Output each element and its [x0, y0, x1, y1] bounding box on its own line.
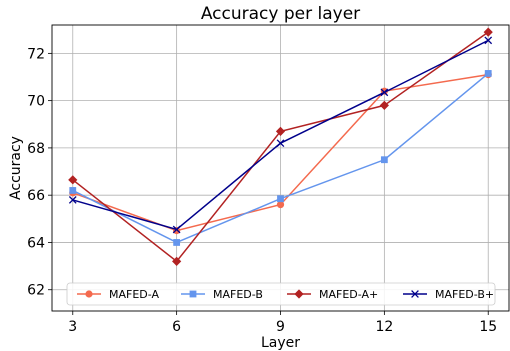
x-marker-stroke	[172, 225, 181, 234]
data-point-mafed-a-plus	[275, 126, 286, 136]
legend-label: MAFED-A	[109, 288, 159, 301]
data-point-mafed-a-plus	[172, 256, 182, 266]
data-point-mafed-b	[380, 156, 388, 164]
x-marker-stroke	[276, 139, 285, 148]
chart-title: Accuracy per layer	[201, 4, 360, 24]
x-tick-label: 3	[68, 319, 77, 335]
data-point-mafed-b	[484, 70, 492, 77]
legend-label: MAFED-B	[213, 288, 263, 301]
legend-item-mafed-b-plus: MAFED-B+	[403, 288, 494, 301]
legend-marker	[294, 289, 304, 299]
data-point-mafed-b-plus	[172, 225, 181, 234]
legend-marker	[85, 290, 93, 298]
x-marker-stroke	[484, 36, 493, 45]
data-point-mafed-b-plus	[68, 196, 77, 204]
data-point-mafed-b-plus	[380, 88, 389, 97]
data-point-mafed-a-plus	[68, 175, 78, 185]
series-layer	[68, 27, 493, 266]
legend-item-mafed-b: MAFED-B	[181, 288, 263, 301]
x-tick-label: 15	[479, 319, 497, 335]
data-point-mafed-b-plus	[276, 139, 285, 148]
legend-marker	[189, 290, 197, 298]
y-tick-label: 68	[27, 141, 45, 157]
legend-item-mafed-a-plus: MAFED-A+	[287, 288, 378, 301]
series-mafed-a-plus	[68, 27, 493, 266]
data-point-mafed-a-plus	[379, 100, 389, 110]
x-marker-stroke	[380, 88, 389, 97]
data-point-mafed-b-plus	[484, 36, 493, 45]
x-tick-label: 6	[172, 319, 181, 335]
y-tick-label: 62	[27, 283, 45, 299]
data-point-mafed-a-plus	[483, 27, 493, 37]
legend-marker	[411, 290, 419, 298]
data-point-mafed-b	[173, 239, 181, 246]
x-tick-label: 9	[276, 319, 285, 335]
y-tick-label: 64	[27, 235, 45, 251]
y-tick-label: 70	[27, 94, 45, 110]
y-axis-label: Accuracy	[8, 136, 24, 200]
legend: MAFED-A MAFED-B MAFED-A+ MAFED-B+	[66, 282, 496, 306]
axes: 3 6 9 12 15 62 64 66 68 70 72	[27, 46, 497, 335]
x-marker-stroke	[68, 196, 77, 204]
x-marker-stroke	[411, 290, 419, 298]
y-tick-label: 66	[27, 188, 45, 204]
data-point-mafed-b	[277, 195, 284, 203]
series-mafed-b	[69, 70, 492, 246]
legend-label: MAFED-B+	[435, 288, 494, 301]
data-point-mafed-b	[69, 187, 77, 194]
series-mafed-b-plus	[68, 36, 493, 234]
x-tick-label: 12	[375, 319, 393, 335]
data-point-mafed-a	[276, 201, 285, 209]
y-tick-label: 72	[27, 46, 45, 62]
grid-lines	[52, 25, 509, 311]
legend-item-mafed-a: MAFED-A	[77, 288, 159, 301]
legend-box	[66, 282, 496, 306]
x-axis-label: Layer	[261, 335, 300, 351]
legend-label: MAFED-A+	[319, 288, 378, 301]
